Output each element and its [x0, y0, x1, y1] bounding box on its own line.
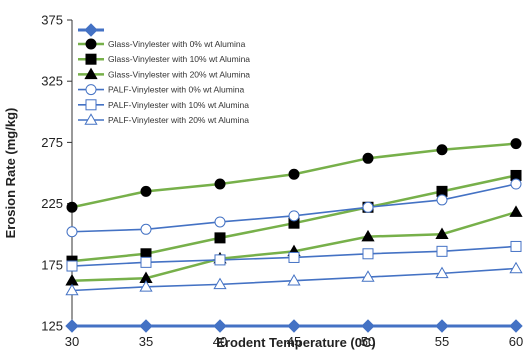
legend-entry-label: PALF-Vinylester with 10% wt Alumina — [108, 100, 249, 110]
baseline-series-point — [213, 319, 227, 333]
legend-marker — [84, 67, 98, 80]
series-point — [214, 232, 226, 244]
legend-marker — [84, 23, 98, 37]
y-tick-label: 175 — [41, 257, 63, 272]
y-tick-label: 125 — [41, 319, 63, 334]
series-point — [288, 251, 300, 263]
legend-entry-label: Glass-Vinylester with 0% wt Alumina — [108, 39, 246, 49]
legend-marker — [85, 99, 97, 111]
legend-marker — [84, 113, 98, 125]
legend-entry-label: Glass-Vinylester with 20% wt Alumina — [108, 69, 250, 79]
legend-marker — [85, 53, 97, 65]
y-tick-label: 325 — [41, 74, 63, 89]
y-axis-title: Erosion Rate (mg/kg) — [3, 108, 18, 239]
series-point — [288, 168, 300, 180]
baseline-series-point — [65, 319, 79, 333]
series-point — [361, 270, 375, 282]
legend-entry-label: PALF-Vinylester with 20% wt Alumina — [108, 115, 249, 125]
series-point — [510, 240, 522, 252]
x-ticks: 30 35 40 45 50 55 60 — [65, 326, 523, 349]
legend: Glass-Vinylester with 0% wt Alumina Glass… — [78, 23, 250, 125]
x-tick-label: 30 — [65, 334, 79, 349]
series-point — [66, 226, 78, 238]
series-point — [362, 248, 374, 260]
series-point — [139, 280, 153, 292]
series-point — [214, 178, 226, 190]
series-point — [362, 152, 374, 164]
series-point — [213, 277, 227, 290]
series-point — [509, 261, 523, 274]
series-point — [361, 229, 375, 242]
y-tick-label: 225 — [41, 196, 63, 211]
series-point — [509, 205, 523, 217]
series-point — [510, 178, 522, 190]
series-point — [435, 227, 449, 239]
y-tick-label: 375 — [41, 13, 63, 28]
legend-entry-label: PALF-Vinylester with 0% wt Alumina — [108, 85, 244, 95]
series-point — [140, 223, 152, 235]
x-axis-title: Erodent Temperature (0C) — [216, 335, 375, 350]
baseline-series-point — [509, 319, 523, 333]
series-point — [140, 185, 152, 197]
baseline-series-point — [361, 319, 375, 333]
series-point — [214, 254, 226, 266]
series-point — [65, 283, 79, 296]
x-tick-label: 35 — [139, 334, 153, 349]
legend-entry-label: Glass-Vinylester with 10% wt Alumina — [108, 54, 250, 64]
series-point — [214, 216, 226, 228]
series-point — [510, 138, 522, 150]
series-point — [436, 245, 448, 257]
series-point — [66, 201, 78, 213]
x-tick-label: 45 — [287, 334, 301, 349]
series-point — [362, 201, 374, 213]
y-ticks: 125 175 225 275 325 375 — [41, 13, 72, 334]
baseline-series-point — [287, 319, 301, 333]
baseline-series-point — [139, 319, 153, 333]
series-point — [288, 210, 300, 222]
x-tick-label: 55 — [435, 334, 449, 349]
series-layer — [65, 138, 523, 333]
x-tick-label: 40 — [213, 334, 227, 349]
x-tick-label: 50 — [361, 334, 375, 349]
x-tick-label: 60 — [509, 334, 523, 349]
y-tick-label: 275 — [41, 135, 63, 150]
series-point — [66, 260, 78, 272]
series-point — [287, 273, 301, 286]
series-point — [435, 266, 449, 279]
legend-marker — [85, 84, 97, 96]
legend-marker — [85, 38, 97, 50]
series-point — [140, 256, 152, 268]
series-point — [436, 144, 448, 156]
baseline-series-point — [435, 319, 449, 333]
series-point — [436, 194, 448, 206]
